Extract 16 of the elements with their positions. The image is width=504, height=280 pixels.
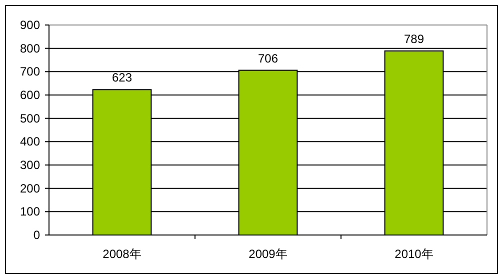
data-label: 623 [112,70,132,85]
y-tick-label: 0 [33,228,40,242]
data-label: 789 [404,32,424,46]
x-tick-label: 2010年 [394,247,434,261]
y-tick-label: 600 [20,88,40,102]
x-tick-label: 2009年 [248,247,288,261]
y-tick-label: 400 [20,134,40,149]
data-label: 706 [258,51,278,66]
x-tick-label: 2008年 [102,247,142,261]
y-tick-label: 800 [20,41,40,56]
y-tick-label: 700 [20,64,40,79]
y-tick-label: 300 [20,158,40,172]
y-tick-label: 900 [20,18,40,32]
y-tick-label: 500 [20,111,40,126]
y-tick-label: 100 [20,204,40,219]
y-tick-label: 200 [20,181,40,196]
